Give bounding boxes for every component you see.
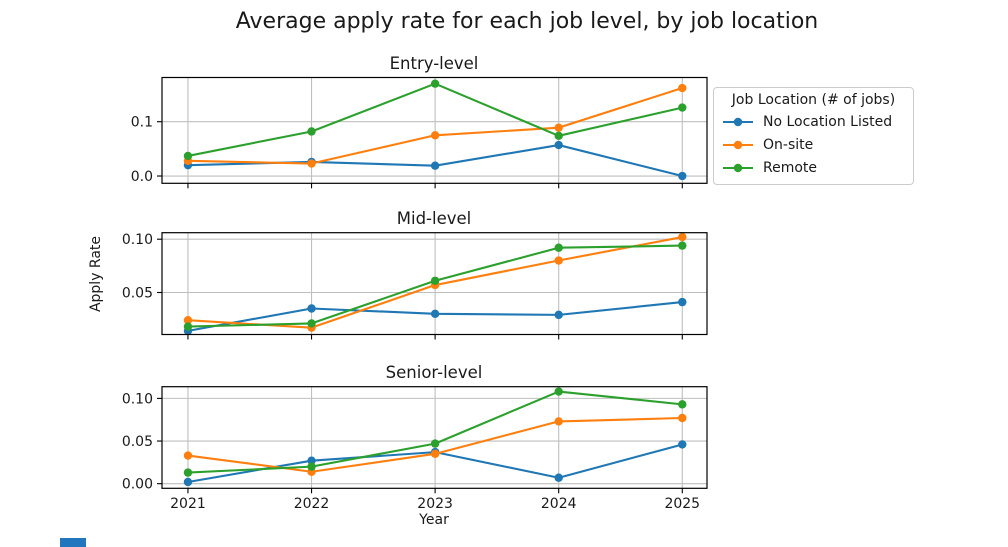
data-point-on-site: [554, 417, 563, 426]
subplot-title-senior-level: Senior-level: [385, 363, 483, 382]
subplot-mid-level: 0.05 0.10: [122, 232, 708, 340]
data-point-on-site: [430, 449, 440, 459]
data-point-on-site: [678, 413, 687, 423]
y-tick-label: 0.1: [131, 115, 153, 131]
subplot-senior-level: 0.00 0.05 0.10: [122, 386, 708, 494]
y-tick-label: 0.0: [131, 169, 153, 185]
data-point-on-site: [183, 316, 193, 325]
legend-item-label: No Location Listed: [763, 113, 893, 130]
legend-item-no-location-listed: No Location Listed: [722, 110, 905, 133]
y-tick-label: 0.10: [122, 391, 153, 407]
y-tick-label: 0.10: [122, 232, 153, 248]
data-point-no-location-listed: [554, 310, 563, 320]
legend-dot: [733, 163, 743, 172]
legend-marker-icon: [723, 140, 753, 149]
subplot-title-mid-level: Mid-level: [396, 209, 472, 228]
legend-dot: [733, 117, 743, 126]
figure-title: Average apply rate for each job level, b…: [235, 9, 819, 34]
data-point-remote: [554, 387, 563, 396]
legend: Job Location (# of jobs) No Location Lis…: [713, 87, 914, 185]
x-tick-label: 2025: [664, 496, 700, 512]
data-point-no-location-listed: [554, 473, 563, 482]
y-tick-label: 0.05: [122, 286, 153, 302]
data-point-on-site: [678, 83, 687, 93]
data-point-remote: [678, 241, 687, 250]
data-point-remote: [430, 79, 440, 88]
data-point-remote: [307, 319, 316, 328]
legend-item-label: On-site: [763, 136, 814, 153]
legend-item-label: Remote: [763, 159, 818, 176]
data-point-remote: [678, 400, 687, 409]
data-point-remote: [678, 103, 687, 112]
data-point-on-site: [307, 159, 316, 168]
subplot-title-entry-level: Entry-level: [389, 54, 479, 73]
data-point-on-site: [678, 232, 687, 242]
data-point-remote: [307, 127, 316, 136]
data-point-remote: [554, 131, 563, 141]
data-point-on-site: [183, 451, 193, 460]
data-point-no-location-listed: [430, 161, 440, 170]
data-point-no-location-listed: [307, 304, 316, 313]
x-axis-label: Year: [419, 512, 449, 528]
screen-artifact: [60, 538, 86, 547]
data-point-remote: [183, 151, 193, 161]
data-point-on-site: [430, 131, 440, 140]
data-point-remote: [307, 462, 316, 471]
data-point-no-location-listed: [678, 297, 687, 307]
data-point-no-location-listed: [554, 140, 563, 150]
legend-item-on-site: On-site: [722, 133, 905, 156]
data-point-remote: [183, 468, 193, 477]
subplot-entry-level: 0.0 0.1: [131, 76, 708, 189]
data-point-remote: [430, 276, 440, 285]
data-point-no-location-listed: [307, 456, 316, 465]
data-point-no-location-listed: [430, 309, 440, 319]
axes-border: [161, 386, 708, 489]
y-tick-label: 0.00: [122, 477, 153, 493]
y-tick-label: 0.05: [122, 434, 153, 450]
data-point-no-location-listed: [183, 477, 193, 487]
axes-border: [161, 232, 708, 336]
legend-marker-icon: [723, 117, 753, 126]
axes-border: [161, 76, 708, 184]
legend-items: No Location Listed On-site Remote: [722, 110, 905, 179]
data-point-remote: [183, 322, 193, 331]
x-tick-label: 2023: [417, 496, 453, 512]
legend-title: Job Location (# of jobs): [731, 92, 896, 108]
data-point-no-location-listed: [678, 440, 687, 449]
x-tick-label: 2022: [294, 496, 330, 512]
data-point-no-location-listed: [678, 171, 687, 181]
x-tick-label: 2021: [170, 496, 206, 512]
data-point-on-site: [554, 256, 563, 265]
data-point-remote: [430, 439, 440, 448]
legend-marker-icon: [723, 163, 753, 172]
data-point-on-site: [554, 123, 563, 132]
legend-item-remote: Remote: [722, 156, 905, 179]
x-tick-label: 2024: [541, 496, 577, 512]
legend-dot: [733, 140, 743, 149]
data-point-remote: [554, 243, 563, 252]
